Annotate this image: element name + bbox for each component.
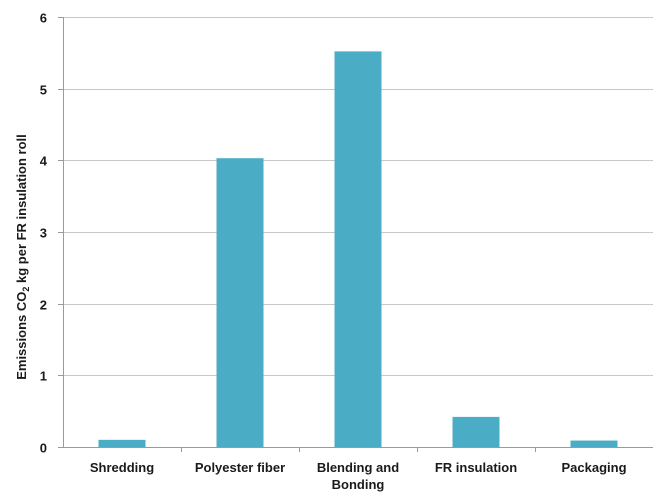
x-category-label: Packaging — [561, 460, 626, 475]
x-category-label: Blending and Bonding — [317, 460, 399, 492]
axes — [58, 17, 653, 452]
y-tick-label: 1 — [40, 369, 47, 384]
bar — [216, 158, 264, 447]
bars — [98, 51, 618, 448]
bar — [570, 440, 618, 447]
x-category-label: Shredding — [90, 460, 154, 475]
x-category-labels: Shredding Polyester fiber Blending and Bond… — [90, 460, 627, 492]
x-category-label: FR insulation — [435, 460, 517, 475]
y-axis-title: Emissions CO2 kg per FR insulation roll — [14, 134, 31, 380]
y-tick-label: 6 — [40, 11, 47, 26]
y-tick-labels: 0 1 2 3 4 5 6 — [40, 11, 48, 456]
y-tick-label: 3 — [40, 226, 47, 241]
x-category-label: Polyester fiber — [195, 460, 285, 475]
bar — [98, 439, 146, 447]
y-tick-label: 4 — [40, 154, 48, 169]
bar — [334, 51, 382, 448]
bar — [452, 416, 500, 447]
y-tick-label: 0 — [40, 441, 47, 456]
y-tick-label: 5 — [40, 83, 47, 98]
y-tick-label: 2 — [40, 298, 47, 313]
